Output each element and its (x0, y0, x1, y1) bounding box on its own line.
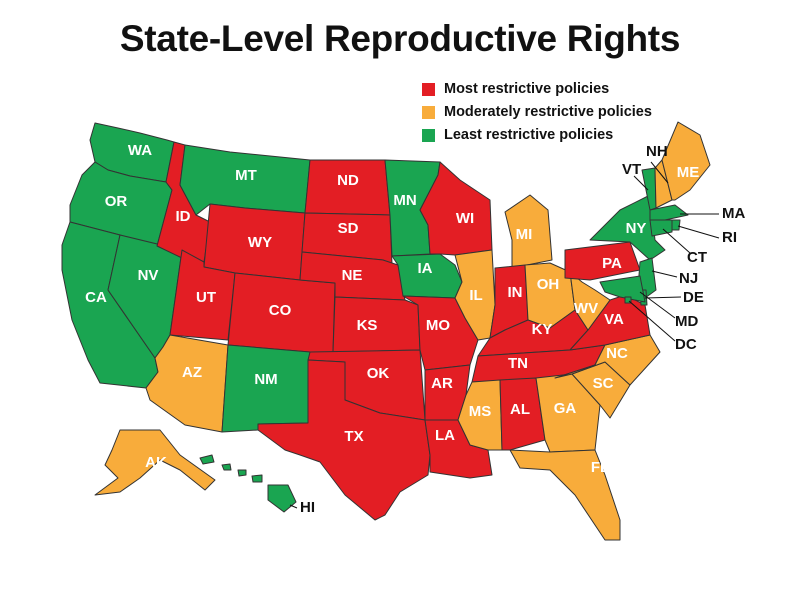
map-title: State-Level Reproductive Rights (119, 18, 681, 59)
state-hi-island (251, 474, 263, 483)
state-label-ri: RI (722, 229, 737, 246)
state-label-ga: GA (554, 400, 577, 417)
state-hi-island (199, 454, 215, 465)
state-nc (554, 334, 661, 386)
state-label-pa: PA (602, 255, 622, 272)
leader-line-ri (677, 225, 720, 239)
state-md (599, 275, 646, 303)
state-label-wi: WI (456, 210, 474, 227)
state-label-nv: NV (138, 267, 159, 284)
state-label-nc: NC (606, 345, 628, 362)
state-label-ct: CT (687, 249, 707, 266)
state-label-ok: OK (367, 365, 390, 382)
legend-label-least: Least restrictive policies (444, 127, 614, 143)
leader-line-de (644, 296, 682, 299)
state-al (499, 377, 546, 451)
state-hi-island (237, 469, 247, 477)
state-label-or: OR (105, 193, 128, 210)
state-label-ut: UT (196, 289, 216, 306)
legend-swatch-least (422, 128, 435, 142)
legend-label-moderate: Moderately restrictive policies (444, 104, 652, 120)
state-labels: WA OR CA NV ID MT WY UT CO AZ NM ND SD NE KS OK TX MN IA MO… (85, 142, 745, 516)
state-label-al: AL (510, 401, 530, 418)
leader-line-ct (662, 228, 691, 254)
leader-line-nh (650, 161, 669, 184)
state-mi (504, 194, 553, 269)
state-label-ma: MA (722, 205, 745, 222)
state-label-ak: AK (145, 454, 167, 471)
state-label-in: IN (508, 284, 523, 301)
legend-item-most: Most restrictive policies (422, 78, 652, 100)
state-label-co: CO (269, 302, 292, 319)
state-label-hi: HI (300, 499, 315, 516)
state-tx (257, 359, 431, 521)
legend-label-most: Most restrictive policies (444, 81, 610, 97)
state-label-wa: WA (128, 142, 152, 159)
legend-item-moderate: Moderately restrictive policies (422, 101, 652, 123)
state-shapes (61, 121, 711, 541)
state-label-nh: NH (646, 143, 668, 160)
state-hi (267, 484, 297, 513)
state-ak (94, 429, 216, 496)
state-label-il: IL (469, 287, 482, 304)
state-label-sc: SC (593, 375, 614, 392)
state-fl (509, 449, 621, 541)
legend-swatch-most (422, 82, 435, 96)
state-label-nd: ND (337, 172, 359, 189)
leader-line-md (639, 291, 676, 319)
state-nm (221, 344, 311, 433)
state-label-me: ME (677, 164, 700, 181)
state-label-mi: MI (516, 226, 533, 243)
leader-lines (289, 161, 720, 509)
state-label-nm: NM (254, 371, 277, 388)
state-label-mn: MN (393, 192, 416, 209)
state-label-nj: NJ (679, 270, 698, 287)
state-il (454, 249, 496, 341)
leader-line-dc (628, 300, 676, 342)
state-label-tx: TX (344, 428, 363, 445)
state-label-ne: NE (342, 267, 363, 284)
state-ri (671, 219, 681, 231)
state-label-az: AZ (182, 364, 202, 381)
legend-item-least: Least restrictive policies (422, 124, 652, 146)
state-label-vt: VT (622, 161, 641, 178)
state-label-de: DE (683, 289, 704, 306)
leader-line-vt (633, 175, 649, 191)
state-wi (419, 161, 493, 256)
state-label-ky: KY (532, 321, 553, 338)
state-ny (589, 194, 666, 261)
state-label-la: LA (435, 427, 455, 444)
state-label-oh: OH (537, 276, 560, 293)
state-hi-island (221, 463, 232, 471)
state-label-ks: KS (357, 317, 378, 334)
state-label-fl: FL (591, 459, 609, 476)
state-label-va: VA (604, 311, 624, 328)
legend-swatch-moderate (422, 105, 435, 119)
state-label-dc: DC (675, 336, 697, 353)
state-wv (569, 271, 611, 331)
state-me (661, 121, 711, 201)
state-label-id: ID (176, 208, 191, 225)
state-label-wy: WY (248, 234, 272, 251)
state-label-tn: TN (508, 355, 528, 372)
state-label-ca: CA (85, 289, 107, 306)
state-label-mo: MO (426, 317, 450, 334)
state-label-ny: NY (626, 220, 647, 237)
leader-line-hi (289, 504, 298, 509)
leader-line-nj (651, 270, 678, 278)
state-label-sd: SD (338, 220, 359, 237)
legend: Most restrictive policies Moderately res… (422, 78, 652, 147)
state-ma (649, 204, 689, 221)
state-label-wv: WV (574, 300, 598, 317)
state-label-ia: IA (418, 260, 433, 277)
state-pa (564, 241, 641, 281)
state-label-ms: MS (469, 403, 492, 420)
state-label-md: MD (675, 313, 698, 330)
state-label-ar: AR (431, 375, 453, 392)
state-label-mt: MT (235, 167, 257, 184)
